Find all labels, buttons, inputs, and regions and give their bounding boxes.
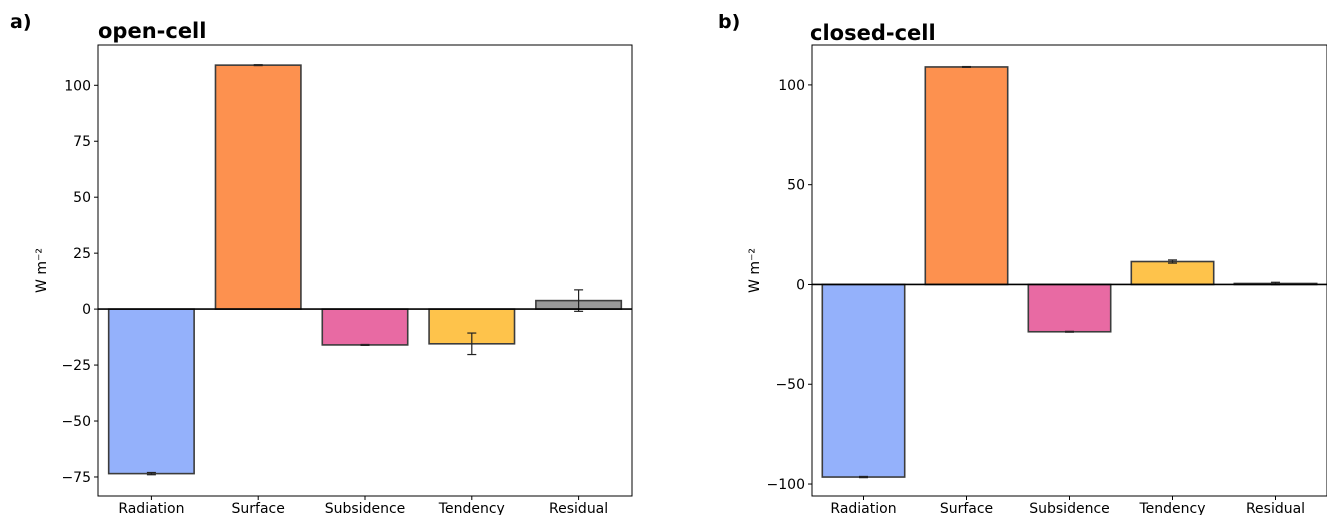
x-tick-label: Subsidence — [1029, 501, 1110, 515]
x-tick-label: Radiation — [118, 501, 184, 515]
y-axis-label: W m⁻² — [747, 248, 763, 293]
error-bar-tendency — [467, 332, 477, 356]
error-bar-radiation — [146, 471, 156, 476]
chart-title: open-cell — [98, 19, 206, 43]
error-bar-radiation — [859, 475, 868, 479]
y-tick-label: −50 — [61, 414, 91, 430]
x-tick-label: Subsidence — [325, 501, 406, 515]
error-bar-residual — [574, 289, 584, 312]
bar-surface — [924, 66, 1009, 286]
y-tick-label: 50 — [73, 190, 91, 206]
x-tick-label: Residual — [549, 501, 608, 515]
chart-title: closed-cell — [810, 21, 936, 45]
error-bar-subsidence — [360, 343, 370, 346]
y-tick-label: −75 — [61, 470, 91, 486]
y-tick-label: −50 — [775, 377, 805, 393]
y-tick-label: 75 — [73, 134, 91, 150]
bar-subsidence — [1027, 283, 1112, 333]
error-bar-tendency — [1168, 259, 1177, 264]
x-tick-label: Surface — [940, 501, 993, 515]
x-tick-label: Surface — [232, 501, 285, 515]
y-tick-label: 100 — [778, 78, 805, 94]
bar-surface — [214, 64, 302, 310]
bar-subsidence — [321, 308, 409, 346]
x-tick-label: Tendency — [438, 501, 505, 515]
bar-tendency — [1130, 260, 1215, 286]
x-tick-label: Radiation — [830, 501, 896, 515]
panel-letter: a) — [10, 11, 32, 33]
panel-a: a) open-cell Radiation Surface Subsidence Ten… — [10, 11, 633, 515]
error-bar-surface — [253, 64, 263, 67]
y-tick-label: 25 — [73, 246, 91, 262]
x-tick-label: Residual — [1246, 501, 1305, 515]
error-bar-subsidence — [1065, 330, 1074, 333]
error-bar-surface — [962, 65, 971, 68]
y-tick-label: 50 — [787, 178, 805, 194]
y-tick-label: −100 — [767, 477, 805, 493]
y-tick-label: −25 — [61, 358, 91, 374]
plot-frame — [97, 44, 633, 497]
bar-radiation — [107, 308, 195, 475]
y-axis-label: W m⁻² — [34, 248, 50, 293]
bar-radiation — [821, 283, 906, 478]
panel-b: b) closed-cell Radiation Surface Subsidence T… — [718, 11, 1327, 515]
panel-letter: b) — [718, 11, 740, 33]
y-tick-label: 0 — [82, 302, 91, 318]
plot-frame — [811, 44, 1327, 497]
y-tick-label: 100 — [64, 78, 91, 94]
x-tick-label: Tendency — [1138, 501, 1205, 515]
y-tick-label: 0 — [796, 277, 805, 293]
